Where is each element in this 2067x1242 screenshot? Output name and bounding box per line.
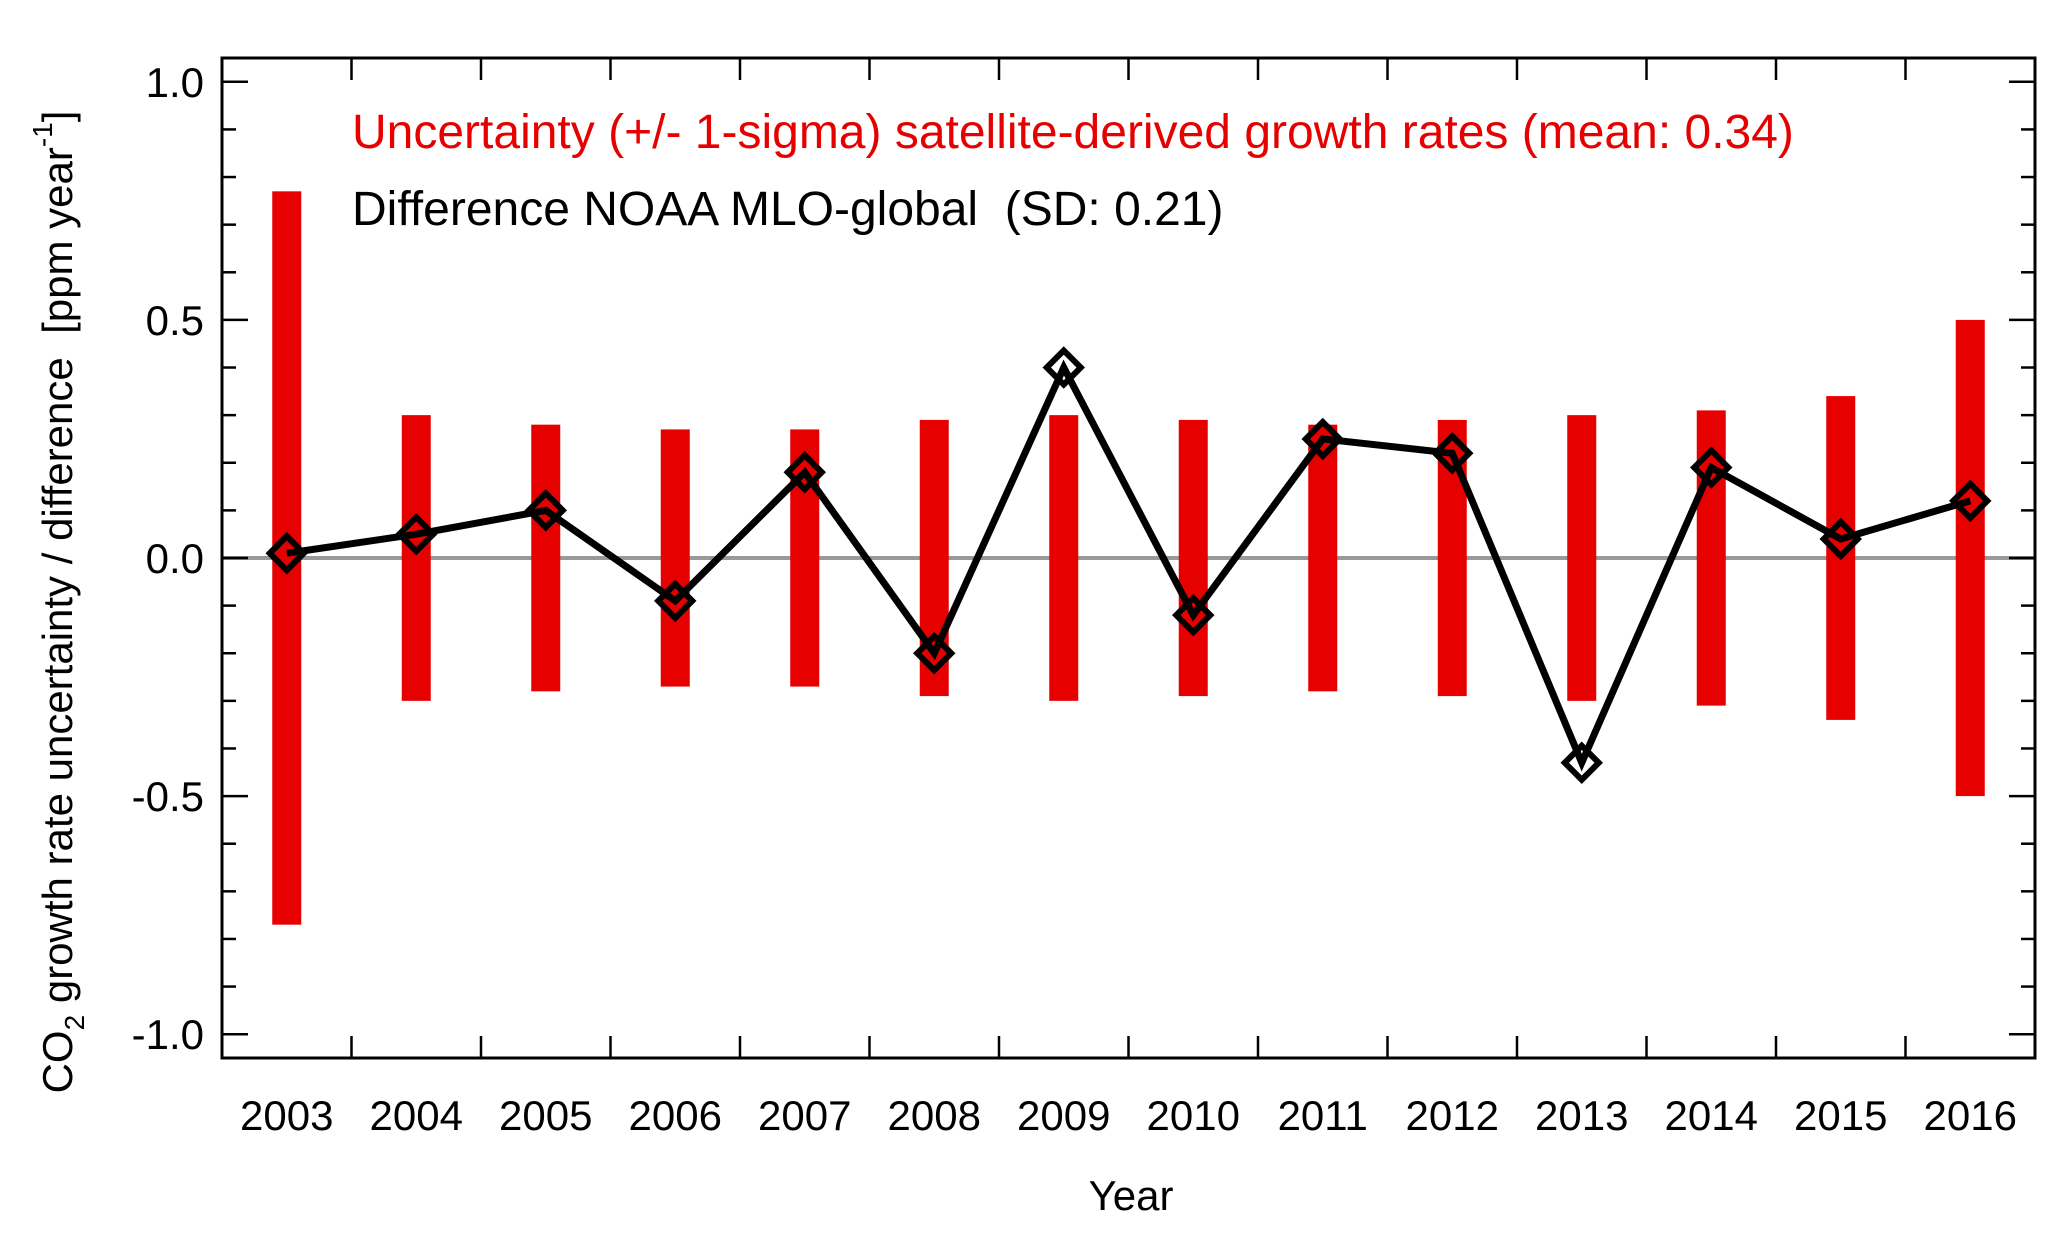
- x-tick-label: 2016: [1924, 1092, 2017, 1139]
- difference-point: [1949, 479, 1992, 523]
- difference-point: [1172, 593, 1215, 637]
- difference-point: [265, 531, 308, 575]
- y-axis-label-main: growth rate uncertainty / difference [pp…: [34, 147, 81, 1015]
- x-tick-label: 2009: [1017, 1092, 1110, 1139]
- uncertainty-bar: [1437, 419, 1467, 697]
- uncertainty-bar: [401, 415, 431, 701]
- y-tick-label: 1.0: [146, 59, 204, 106]
- difference-point: [913, 631, 956, 675]
- y-tick-label: -0.5: [132, 773, 204, 820]
- uncertainty-bar: [1178, 419, 1208, 697]
- legend-uncertainty: Uncertainty (+/- 1-sigma) satellite-deri…: [352, 106, 1794, 159]
- y-axis-label-subscript: 2: [59, 1015, 90, 1031]
- difference-point: [1690, 446, 1733, 489]
- difference-point: [1042, 346, 1085, 389]
- difference-point: [1819, 517, 1862, 561]
- difference-point: [1301, 417, 1344, 461]
- y-tick-label: 0.0: [146, 535, 204, 582]
- x-tick-label: 2006: [629, 1092, 722, 1139]
- x-tick-label: 2011: [1278, 1092, 1368, 1139]
- y-axis-label-suffix: ]: [34, 111, 81, 123]
- x-tick-label: 2004: [370, 1092, 463, 1139]
- uncertainty-bar: [1955, 319, 1985, 797]
- uncertainty-bar: [660, 429, 690, 687]
- uncertainty-bar: [1567, 415, 1597, 701]
- x-tick-label: 2003: [240, 1092, 333, 1139]
- difference-point: [395, 512, 438, 556]
- x-tick-label: 2010: [1147, 1092, 1240, 1139]
- uncertainty-bar: [531, 424, 561, 692]
- y-axis-label: CO2 growth rate uncertainty / difference…: [27, 111, 90, 1094]
- plot-area: [222, 191, 2035, 925]
- y-axis-label-superscript: -1: [27, 122, 58, 147]
- difference-point: [524, 489, 567, 532]
- uncertainty-bar: [1049, 415, 1079, 701]
- y-tick-label: 0.5: [146, 297, 204, 344]
- difference-point: [1560, 741, 1603, 785]
- x-tick-label: 2008: [888, 1092, 981, 1139]
- x-tick-label: 2015: [1794, 1092, 1887, 1139]
- x-tick-label: 2012: [1406, 1092, 1499, 1139]
- y-axis-label-prefix: CO: [34, 1030, 81, 1093]
- y-tick-label: -1.0: [132, 1011, 204, 1058]
- uncertainty-bar: [1308, 424, 1338, 692]
- x-tick-label: 2013: [1535, 1092, 1628, 1139]
- x-tick-label: 2007: [758, 1092, 851, 1139]
- x-axis-label: Year: [1089, 1172, 1174, 1219]
- difference-point: [1431, 431, 1474, 475]
- x-tick-label: 2014: [1665, 1092, 1758, 1139]
- difference-line: [286, 359, 1972, 772]
- difference-point: [783, 451, 826, 494]
- difference-point: [654, 579, 697, 623]
- legend-difference: Difference NOAA MLO-global (SD: 0.21): [352, 183, 1223, 236]
- x-tick-label: 2005: [499, 1092, 592, 1139]
- axes: 1.0 0.5 0.0 -0.5 -1.0 2003 2004 2005 2006 2007 200…: [132, 56, 2037, 1139]
